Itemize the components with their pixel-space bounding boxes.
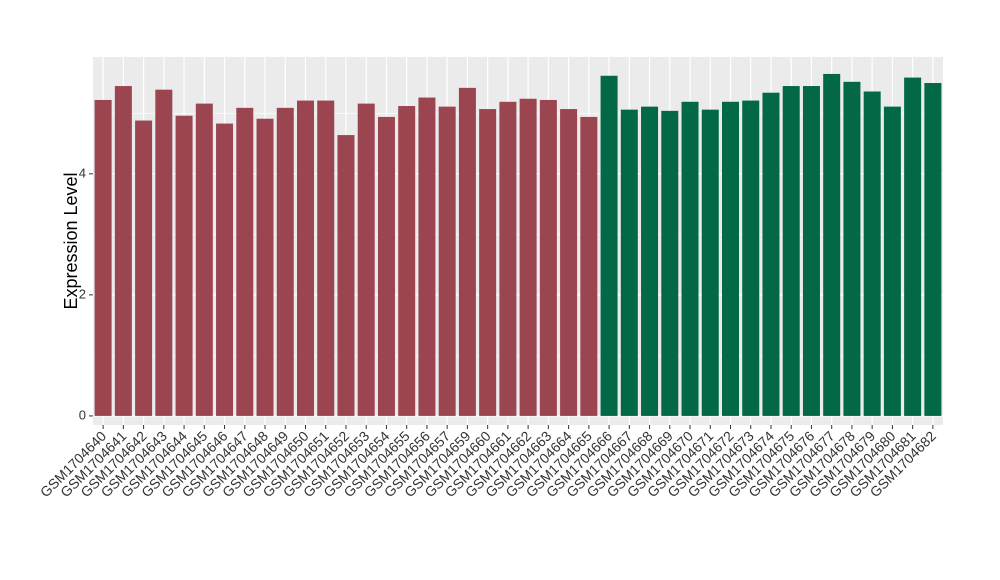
bar	[620, 109, 638, 416]
bar	[580, 116, 598, 416]
bar	[904, 77, 922, 416]
bar	[883, 106, 901, 416]
bar	[377, 116, 395, 416]
y-tick-label: 0	[79, 407, 86, 422]
bar	[762, 92, 780, 416]
bar	[863, 91, 881, 416]
bar	[479, 109, 497, 416]
bar	[337, 135, 355, 416]
y-axis-label: Expression Level	[61, 172, 81, 309]
bar	[236, 107, 254, 416]
bar	[155, 89, 173, 416]
bar	[519, 98, 537, 416]
bar	[438, 106, 456, 416]
bar	[641, 106, 659, 416]
bar	[297, 100, 314, 416]
bar	[701, 109, 719, 416]
bar	[135, 120, 153, 416]
bar	[398, 106, 416, 416]
bar	[823, 73, 841, 416]
bar	[560, 109, 578, 416]
bar	[357, 103, 375, 416]
bar	[681, 101, 699, 416]
bar	[317, 100, 335, 416]
bar	[722, 101, 739, 416]
bar	[418, 97, 436, 416]
y-tick-label: 2	[79, 286, 86, 301]
bar	[924, 83, 942, 416]
bar	[458, 87, 476, 416]
bar	[175, 115, 193, 416]
y-tick-label: 4	[79, 165, 86, 180]
bar	[256, 118, 274, 416]
bar	[195, 103, 213, 416]
bar	[539, 99, 557, 416]
bar	[94, 99, 112, 416]
bar	[499, 101, 517, 416]
bar	[216, 123, 234, 416]
bar	[742, 100, 760, 416]
bar	[276, 107, 294, 416]
bar	[661, 110, 679, 416]
bar	[802, 86, 820, 416]
bar	[114, 86, 132, 416]
bar	[843, 81, 861, 416]
bar	[600, 75, 618, 416]
plot-panel	[93, 57, 943, 425]
bar	[782, 86, 800, 416]
